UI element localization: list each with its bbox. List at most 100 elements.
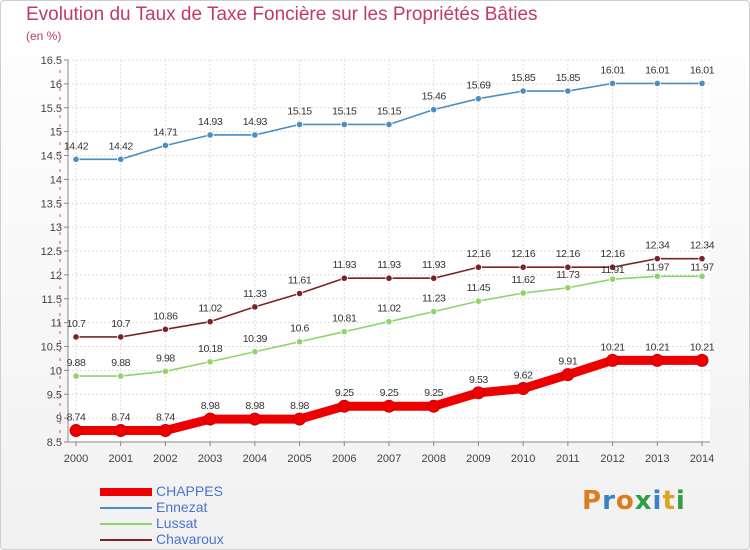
data-point-chappes [293, 412, 307, 426]
data-point-chappes [337, 399, 351, 413]
data-point-chavaroux [295, 289, 304, 298]
data-label-ennezat: 15.15 [287, 105, 312, 117]
y-tick-label: 16.5 [41, 55, 62, 67]
x-tick-label: 2012 [600, 453, 624, 465]
data-point-chappes [606, 353, 620, 367]
data-point-ennezat [340, 120, 348, 129]
data-label-lussat: 9.98 [156, 352, 175, 364]
logo-letter: i [675, 486, 686, 516]
logo-letter: o [615, 486, 635, 516]
x-tick-label: 2008 [421, 453, 445, 465]
data-point-chappes [471, 386, 485, 400]
data-point-lussat [430, 308, 438, 316]
data-label-chappes: 9.91 [558, 356, 577, 368]
data-label-chappes: 9.25 [424, 387, 443, 399]
data-point-chappes [248, 412, 262, 426]
data-point-chappes [114, 424, 128, 438]
legend-label: Chavaroux [156, 531, 224, 547]
y-tick-label: 10 [50, 365, 62, 377]
data-label-chavaroux: 11.02 [198, 303, 222, 315]
data-label-chavaroux: 11.61 [288, 274, 312, 286]
data-point-lussat [564, 284, 572, 292]
data-label-lussat: 11.97 [690, 261, 714, 273]
data-label-chappes: 9.53 [469, 374, 488, 386]
y-tick-label: 9 [56, 413, 62, 425]
data-label-ennezat: 14.42 [64, 140, 89, 152]
data-label-lussat: 9.88 [111, 357, 130, 369]
data-point-lussat [474, 297, 483, 305]
data-point-ennezat [161, 141, 170, 150]
data-point-chappes [650, 353, 664, 367]
data-point-chavaroux [340, 274, 348, 282]
data-label-lussat: 11.45 [467, 282, 491, 294]
data-point-chappes [561, 368, 575, 382]
data-label-ennezat: 14.71 [153, 126, 178, 138]
legend-swatch [100, 488, 152, 496]
data-point-lussat [72, 372, 80, 380]
x-tick-label: 2006 [332, 453, 356, 465]
data-label-ennezat: 15.85 [556, 72, 581, 84]
legend-label: Ennezat [156, 499, 208, 515]
data-point-lussat [653, 272, 661, 280]
data-label-chappes: 8.74 [156, 412, 175, 424]
data-point-ennezat [698, 79, 706, 87]
legend: CHAPPES Ennezat Lussat Chavaroux [100, 483, 340, 548]
data-point-ennezat [206, 131, 214, 139]
data-label-chavaroux: 10.7 [111, 318, 130, 330]
data-point-chavaroux [653, 255, 661, 263]
data-point-chavaroux [564, 263, 572, 271]
data-label-chappes: 9.25 [380, 387, 399, 399]
x-tick-label: 2001 [108, 453, 132, 465]
data-label-ennezat: 15.85 [511, 72, 536, 84]
data-label-lussat: 11.97 [646, 261, 670, 273]
data-label-lussat: 11.02 [377, 303, 401, 315]
data-label-lussat: 9.88 [67, 357, 86, 369]
data-point-chappes [69, 424, 83, 438]
data-point-lussat [340, 328, 348, 336]
y-tick-label: 12 [50, 270, 62, 282]
data-label-lussat: 11.73 [556, 269, 580, 281]
legend-item-chavaroux: Chavaroux [100, 531, 340, 548]
data-label-lussat: 11.62 [511, 274, 535, 286]
data-point-ennezat [72, 155, 80, 163]
data-point-ennezat [430, 106, 438, 114]
x-tick-label: 2014 [690, 453, 714, 465]
data-label-chavaroux: 11.93 [333, 259, 357, 271]
data-point-chavaroux [430, 274, 438, 282]
legend-label: CHAPPES [156, 483, 223, 499]
x-tick-label: 2005 [287, 453, 311, 465]
data-point-chavaroux [474, 263, 483, 271]
x-tick-label: 2013 [645, 453, 669, 465]
y-tick-label: 13.5 [41, 198, 62, 210]
data-label-chappes: 8.74 [67, 412, 86, 424]
data-point-chavaroux [206, 318, 214, 326]
y-tick-label: 9.5 [47, 389, 62, 401]
x-tick-label: 2010 [511, 453, 535, 465]
data-label-lussat: 11.91 [601, 264, 625, 276]
data-point-lussat [608, 275, 617, 283]
data-label-chappes: 10.21 [645, 341, 670, 353]
legend-item-ennezat: Ennezat [100, 499, 340, 516]
y-tick-label: 11.5 [41, 294, 62, 306]
data-point-lussat [251, 348, 259, 356]
data-label-lussat: 11.23 [422, 293, 446, 305]
data-label-ennezat: 14.42 [109, 140, 134, 152]
legend-label: Lussat [156, 515, 198, 531]
y-tick-label: 15 [50, 127, 62, 139]
y-tick-label: 8.5 [47, 437, 62, 449]
data-label-chavaroux: 12.34 [645, 240, 670, 252]
data-point-ennezat [653, 79, 661, 87]
data-point-chavaroux [117, 333, 125, 341]
legend-swatch [100, 507, 152, 509]
data-point-lussat [385, 318, 393, 326]
data-point-ennezat [251, 131, 259, 139]
legend-swatch [100, 523, 152, 525]
data-point-ennezat [519, 87, 527, 95]
data-label-chavaroux: 12.16 [511, 248, 536, 260]
x-tick-label: 2009 [466, 453, 490, 465]
y-tick-label: 16 [50, 79, 62, 91]
data-label-lussat: 10.81 [332, 313, 357, 325]
data-label-ennezat: 15.15 [377, 105, 402, 117]
data-label-ennezat: 15.15 [332, 105, 357, 117]
